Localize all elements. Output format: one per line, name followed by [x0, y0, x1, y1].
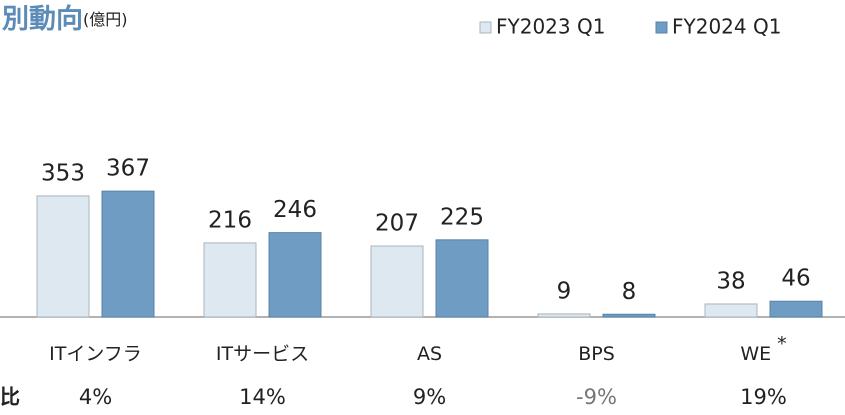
category: ITインフラ [49, 343, 142, 365]
bar [36, 195, 90, 318]
bar [435, 239, 489, 318]
x-tick-label: ITサービス [216, 343, 309, 365]
growth-label: 9% [413, 385, 446, 409]
value-label: 216 [208, 207, 252, 233]
value-label: 353 [41, 160, 85, 186]
category: AS [417, 343, 442, 365]
growth-label: 19% [740, 385, 787, 409]
x-tick-label: ITインフラ [49, 343, 142, 365]
x-tick-label: BPS [578, 343, 615, 365]
bar [537, 313, 591, 318]
value-label: 38 [716, 268, 745, 294]
category: ITサービス [216, 343, 309, 365]
category-note: * [777, 333, 787, 355]
growth-label: -9% [576, 385, 617, 409]
category: WE [740, 343, 771, 365]
x-tick-label: WE * [740, 333, 786, 365]
category: BPS [578, 343, 615, 365]
value-label: 9 [557, 278, 572, 304]
bar [203, 242, 257, 318]
value-label: 46 [781, 266, 810, 292]
x-tick-label: AS [417, 343, 442, 365]
row-label: 比 [0, 385, 20, 409]
bar [101, 190, 155, 318]
bar [370, 245, 424, 318]
legend-label: FY2024 Q1 [672, 15, 781, 39]
value-label: 225 [440, 204, 484, 230]
value-label: 367 [106, 156, 150, 182]
legend-swatch [479, 21, 492, 34]
value-label: 207 [375, 210, 419, 236]
bar [268, 232, 322, 318]
bar [769, 300, 823, 318]
value-label: 8 [622, 279, 637, 305]
chart-title: 別動向(億円) [2, 3, 128, 35]
growth-label: 4% [79, 385, 112, 409]
unit: (億円) [83, 10, 128, 29]
legend-label: FY2023 Q1 [496, 15, 605, 39]
title: 別動向 [2, 3, 83, 35]
bar [704, 303, 758, 318]
legend-swatch [655, 21, 668, 34]
growth-label: 14% [239, 385, 286, 409]
bar [602, 313, 656, 318]
value-label: 246 [273, 197, 317, 223]
